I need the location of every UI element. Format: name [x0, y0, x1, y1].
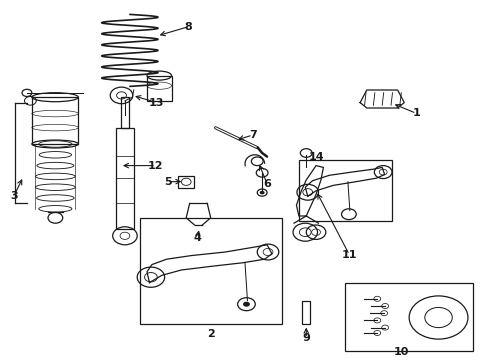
Bar — [299, 160, 392, 221]
Text: 13: 13 — [149, 98, 165, 108]
Text: 7: 7 — [249, 130, 257, 140]
Text: 4: 4 — [194, 233, 201, 243]
Bar — [140, 218, 282, 324]
Bar — [178, 176, 194, 188]
Circle shape — [260, 191, 265, 194]
Text: 2: 2 — [207, 329, 215, 339]
Text: 5: 5 — [164, 177, 171, 187]
Text: 14: 14 — [308, 152, 324, 162]
Text: 12: 12 — [148, 161, 164, 171]
Bar — [32, 97, 78, 144]
Text: 9: 9 — [302, 333, 310, 343]
Text: 3: 3 — [10, 191, 18, 201]
Text: 8: 8 — [185, 22, 193, 32]
Text: 11: 11 — [342, 250, 357, 260]
Bar — [121, 97, 129, 128]
Bar — [147, 76, 172, 101]
Bar — [302, 301, 310, 324]
Circle shape — [243, 302, 250, 307]
Bar — [345, 283, 473, 351]
Text: 6: 6 — [263, 179, 271, 189]
Text: 10: 10 — [394, 347, 410, 357]
Text: 1: 1 — [413, 108, 420, 118]
Bar — [116, 128, 134, 229]
